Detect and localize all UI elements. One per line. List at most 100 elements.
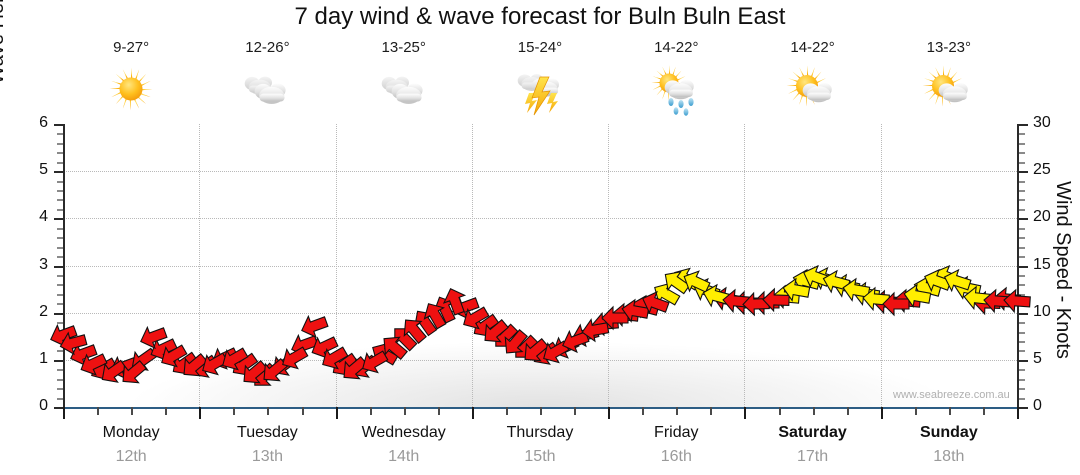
tick-minor [131, 407, 134, 415]
day-temperature-range: 15-24° [517, 39, 563, 56]
wind-arrow [181, 353, 208, 379]
right-axis-tick-label: 20 [1033, 208, 1051, 226]
tick-major [54, 407, 63, 409]
day-footer-monday: Monday 12th [63, 421, 199, 469]
tick-major [471, 407, 474, 419]
right-axis-tick-label: 30 [1033, 114, 1051, 131]
day-date: 17th [796, 448, 829, 465]
tick-minor [1019, 208, 1025, 211]
day-header-sunday: 13-23° [881, 38, 1017, 124]
tick-minor [57, 152, 63, 155]
tick-major [1019, 359, 1028, 362]
wind-arrow [442, 288, 468, 316]
tick-major [54, 218, 63, 221]
tick-minor [57, 388, 63, 391]
tick-minor [1019, 190, 1025, 193]
tick-minor [1019, 350, 1025, 353]
partly-cloudy-icon [744, 58, 880, 120]
tick-major [1019, 265, 1028, 268]
day-footer-saturday: Saturday 17th [744, 421, 880, 469]
cloudy-icon [199, 58, 335, 120]
tick-minor [57, 350, 63, 353]
right-axis-tick-label: 5 [1033, 349, 1042, 367]
tick-major [880, 407, 883, 419]
left-axis-tick-label: 5 [39, 161, 48, 179]
wind-arrow [160, 343, 188, 369]
day-header-saturday: 14-22° [744, 38, 880, 124]
right-axis-tick-label: 25 [1033, 161, 1051, 179]
tick-minor [1019, 246, 1025, 249]
wind-arrow [903, 283, 931, 309]
tick-minor [574, 407, 577, 415]
tick-minor [97, 407, 100, 415]
wind-arrow [642, 290, 671, 316]
gridline-v [335, 124, 337, 407]
tick-minor [57, 199, 63, 202]
right-axis-tick-label: 10 [1033, 302, 1051, 320]
wind-arrow [502, 328, 528, 356]
right-axis-tick-label: 15 [1033, 255, 1051, 273]
tick-major [744, 407, 747, 419]
wind-arrow [381, 334, 409, 360]
watermark: www.seabreeze.com.au [893, 389, 1010, 401]
gridline-h [63, 171, 1017, 173]
day-temperature-range: 12-26° [245, 39, 290, 56]
tick-minor [505, 407, 508, 415]
tick-minor [1019, 293, 1025, 296]
page-title: 7 day wind & wave forecast for Buln Buln… [294, 3, 786, 30]
tick-minor [812, 407, 815, 415]
tick-minor [1019, 274, 1025, 277]
day-temperature-range: 14-22° [654, 39, 699, 56]
day-header-friday: 14-22° [608, 38, 744, 124]
tick-minor [301, 407, 304, 415]
day-header-thursday: 15-24° [472, 38, 608, 124]
wind-arrow [80, 351, 108, 377]
day-name: Thursday [506, 424, 574, 441]
tick-minor [57, 180, 63, 183]
wind-arrow [341, 356, 369, 382]
day-footer-sunday: Sunday 18th [881, 421, 1017, 469]
tick-minor [1019, 237, 1025, 240]
tick-minor [57, 246, 63, 249]
tick-minor [57, 397, 63, 400]
day-name: Sunday [919, 424, 978, 441]
gridline-v [744, 124, 746, 407]
sunny-icon [63, 58, 199, 120]
tick-minor [1019, 322, 1025, 325]
wind-arrow [241, 360, 268, 386]
day-footer-tuesday: Tuesday 13th [199, 421, 335, 469]
tick-minor [1019, 388, 1025, 391]
wind-arrow [663, 269, 690, 295]
tick-minor [57, 133, 63, 136]
tick-minor [233, 407, 236, 415]
tick-minor [57, 378, 63, 381]
day-temperature-range: 13-25° [381, 39, 426, 56]
wind-arrow [943, 268, 972, 294]
tick-minor [57, 322, 63, 325]
tick-minor [57, 161, 63, 164]
tick-minor [57, 256, 63, 259]
day-date: 16th [660, 448, 692, 465]
right-axis-tick-label: 0 [1033, 397, 1042, 414]
gridline-v [199, 124, 201, 407]
tick-minor [403, 407, 406, 415]
tick-minor [165, 407, 168, 415]
partly-cloudy-icon [881, 58, 1017, 120]
tick-major [1019, 312, 1028, 315]
day-header-tuesday: 12-26° [199, 38, 335, 124]
wind-arrow [562, 328, 590, 354]
tick-minor [710, 407, 713, 415]
left-axis-tick-label: 2 [39, 302, 48, 320]
wind-arrow [601, 305, 629, 331]
tick-minor [1019, 284, 1025, 287]
tick-major [608, 407, 611, 419]
cloudy-icon [336, 58, 472, 120]
gridline-v [608, 124, 610, 407]
tick-minor [1019, 133, 1025, 136]
left-axis-tick-label: 0 [39, 397, 48, 414]
tick-minor [948, 407, 951, 415]
day-name: Friday [654, 424, 699, 441]
wind-arrow [683, 269, 711, 295]
wind-arrow [621, 298, 650, 324]
wind-arrow [100, 359, 128, 385]
